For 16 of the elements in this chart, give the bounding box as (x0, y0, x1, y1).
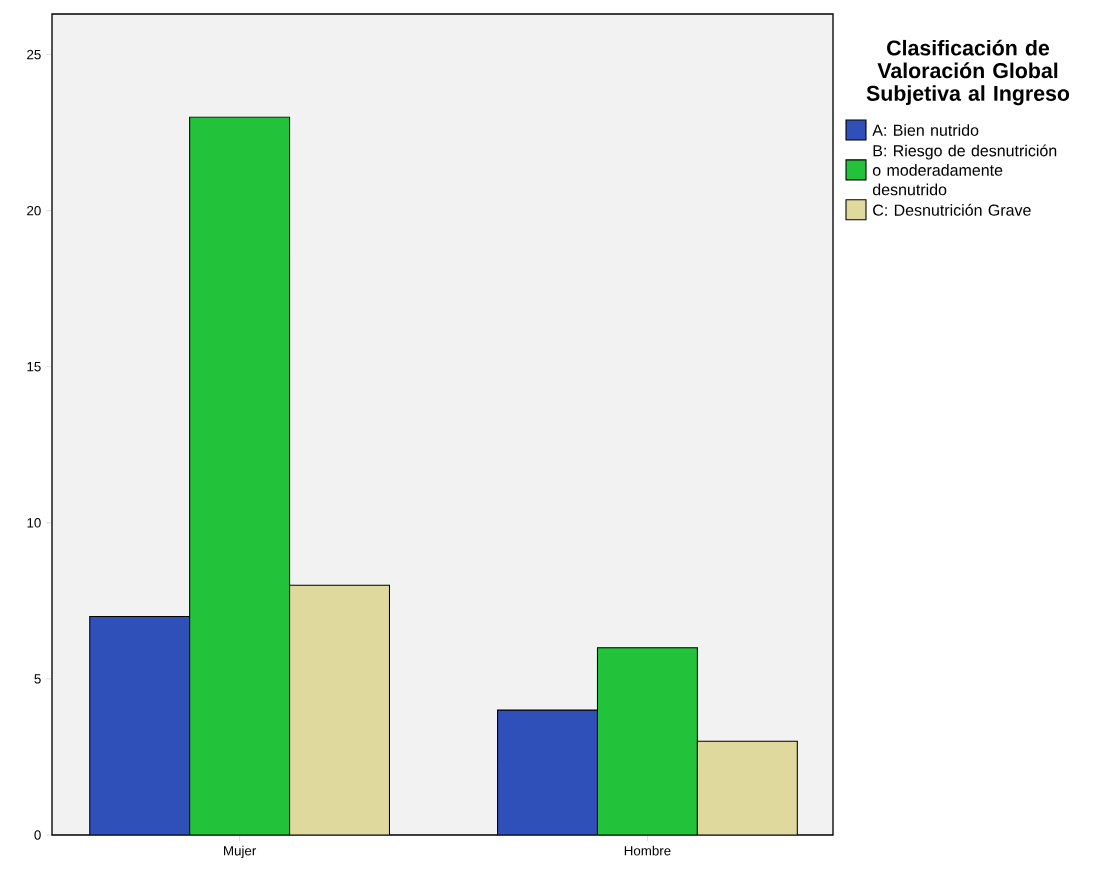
y-tick-label: 0 (34, 830, 41, 840)
y-tick-label: 5 (34, 674, 41, 684)
y-tick-label: 15 (27, 362, 41, 372)
legend-label: C: Desnutrición Grave (873, 203, 1031, 216)
legend-label: A: Bien nutrido (872, 124, 979, 136)
legend-label: B: Riesgo de desnutrición o moderadamente desnutrido (872, 144, 1057, 196)
bar (289, 584, 391, 835)
x-tick-label: Mujer (224, 845, 257, 859)
y-tick-label: 20 (27, 205, 41, 216)
x-tick-label: Hombre (624, 845, 671, 856)
y-tick-label: 25 (27, 49, 41, 60)
bar (89, 615, 191, 835)
legend-title: Clasificación de Valoración Global Subjetiva al Ingreso (866, 39, 1070, 106)
y-tick-label: 10 (27, 518, 41, 528)
bar (696, 740, 798, 835)
bar (497, 709, 599, 835)
